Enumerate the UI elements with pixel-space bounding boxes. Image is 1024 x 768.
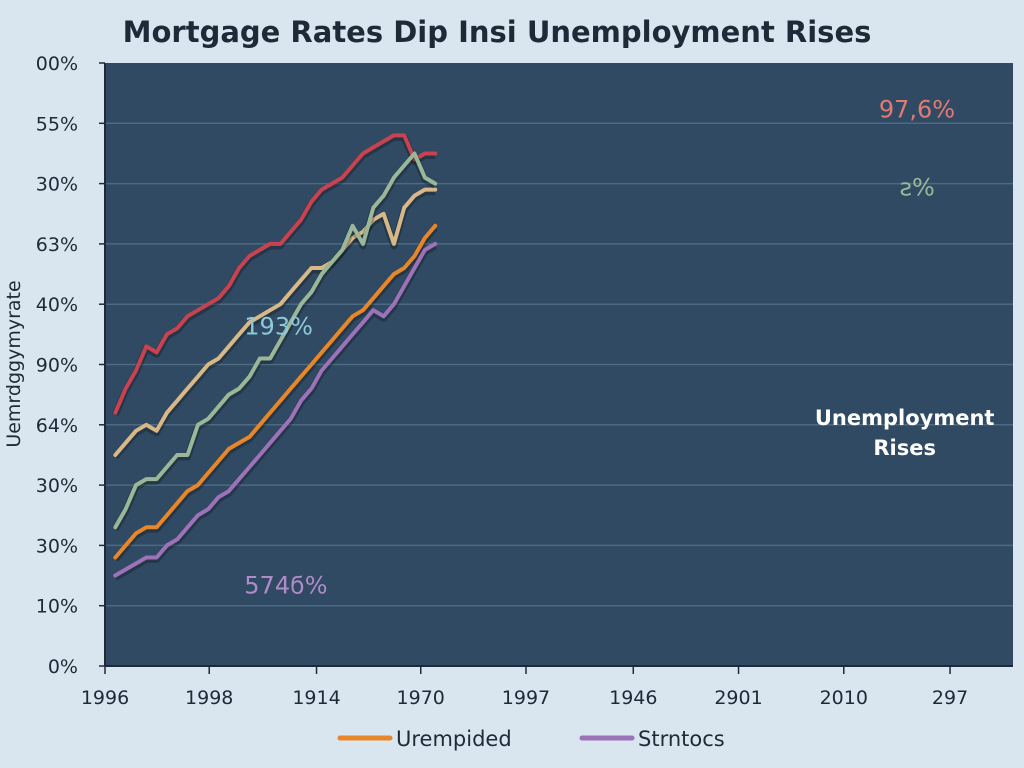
y-tick-label: 10%	[36, 596, 78, 618]
y-tick-label: 90%	[36, 355, 78, 377]
y-tick-label: 55%	[36, 113, 78, 135]
y-tick-label: 64%	[36, 415, 78, 437]
annotation-label: Rises	[873, 436, 936, 460]
y-tick-label: 63%	[36, 234, 78, 256]
x-tick-label: 1997	[502, 687, 550, 709]
series-line-green	[113, 151, 438, 530]
x-tick-label: 1970	[397, 687, 445, 709]
series-line-tan	[113, 187, 438, 457]
x-tick-label: 1914	[292, 687, 340, 709]
annotation-label: ƨ%	[900, 174, 935, 202]
x-tick-label: 2010	[820, 687, 868, 709]
chart-title: Mortgage Rates Dip Insi Unemployment Ris…	[123, 15, 872, 49]
y-axis-ticks: 0% 10% 30% 30% 64% 90% 40% 63% 30% 55% 00%	[36, 53, 105, 678]
annotation-label: 97,6%	[879, 95, 955, 123]
x-tick-label: 1946	[609, 687, 657, 709]
legend-label: Urempided	[396, 727, 512, 751]
annotations: 97,6% ƨ% 193% 574ϭ% Unemployment Rises	[244, 95, 994, 599]
y-tick-label: 0%	[48, 656, 78, 678]
legend-label: Strntocs	[638, 727, 725, 751]
x-tick-label: 1996	[81, 687, 129, 709]
legend: Urempided Strntocs	[337, 727, 725, 751]
x-tick-label: 2901	[714, 687, 762, 709]
annotation-label: Unemployment	[815, 406, 995, 430]
annotation-label: 193%	[244, 312, 313, 340]
annotation-label: 574ϭ%	[244, 572, 327, 600]
y-tick-label: 00%	[36, 53, 78, 75]
y-tick-label: 30%	[36, 535, 78, 557]
y-axis-label: Uemrdggymyrate	[3, 280, 25, 447]
x-tick-label: 1998	[185, 687, 233, 709]
series-line-red	[113, 133, 438, 415]
x-tick-label: 297	[932, 687, 968, 709]
series-line-urempided	[113, 223, 438, 560]
y-tick-label: 30%	[36, 174, 78, 196]
y-tick-label: 30%	[36, 475, 78, 497]
series-line-strntocs	[113, 241, 438, 578]
series-lines	[112, 133, 438, 581]
x-axis-ticks: 1996 1998 1914 1970 1997 1946 2901 2010 297	[81, 666, 968, 709]
y-tick-label: 40%	[36, 294, 78, 316]
